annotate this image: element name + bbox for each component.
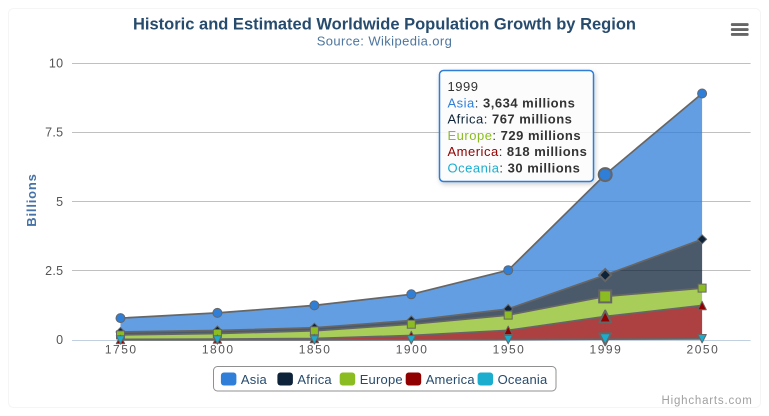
- svg-text:1999: 1999: [448, 79, 479, 94]
- svg-text:Europe: 729 millions: Europe: 729 millions: [448, 128, 582, 143]
- svg-text:10: 10: [49, 57, 64, 71]
- svg-text:America: America: [426, 372, 476, 387]
- svg-text:1950: 1950: [493, 343, 526, 357]
- svg-text:1800: 1800: [202, 343, 235, 357]
- svg-text:2.5: 2.5: [45, 264, 63, 278]
- svg-text:Asia: 3,634 millions: Asia: 3,634 millions: [448, 95, 576, 110]
- svg-text:1850: 1850: [299, 343, 332, 357]
- svg-text:1999: 1999: [590, 343, 623, 357]
- svg-text:Africa: Africa: [297, 372, 332, 387]
- svg-text:5: 5: [56, 195, 63, 209]
- svg-text:Europe: Europe: [360, 372, 403, 387]
- svg-text:Oceania: 30 millions: Oceania: 30 millions: [448, 161, 581, 176]
- svg-text:America: 818 millions: America: 818 millions: [448, 144, 588, 159]
- svg-text:1900: 1900: [396, 343, 429, 357]
- svg-text:7.5: 7.5: [45, 126, 63, 140]
- svg-text:Source: Wikipedia.org: Source: Wikipedia.org: [317, 34, 453, 49]
- svg-text:Historic and Estimated Worldwi: Historic and Estimated Worldwide Populat…: [133, 15, 636, 33]
- svg-text:Billions: Billions: [24, 173, 39, 226]
- svg-text:1750: 1750: [105, 343, 138, 357]
- svg-text:0: 0: [56, 333, 63, 347]
- svg-text:Africa: 767 millions: Africa: 767 millions: [448, 112, 573, 127]
- svg-text:Asia: Asia: [241, 372, 268, 387]
- svg-text:Oceania: Oceania: [498, 372, 548, 387]
- svg-text:2050: 2050: [687, 343, 720, 357]
- svg-text:Highcharts.com: Highcharts.com: [662, 395, 753, 407]
